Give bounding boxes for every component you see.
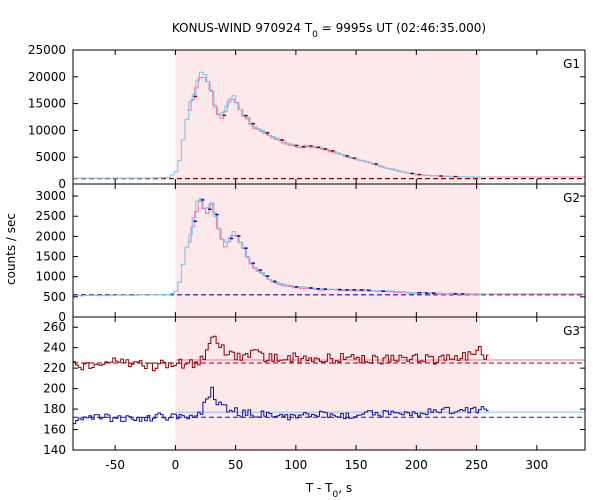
series-histogram-dark-red bbox=[73, 335, 489, 372]
x-tick-label: -50 bbox=[105, 458, 125, 472]
y-tick-label: 1500 bbox=[35, 250, 66, 264]
shaded-interval bbox=[175, 184, 481, 317]
panel-label: G3 bbox=[563, 324, 580, 338]
x-tick-label: 50 bbox=[228, 458, 243, 472]
x-tick-label: 0 bbox=[172, 458, 180, 472]
series-histogram-blue bbox=[73, 386, 489, 425]
y-tick-label: 2000 bbox=[35, 229, 66, 243]
y-tick-label: 5000 bbox=[35, 150, 66, 164]
y-tick-label: 200 bbox=[43, 382, 66, 396]
x-tick-label: 300 bbox=[525, 458, 548, 472]
x-tick-label: 150 bbox=[345, 458, 368, 472]
panel-label: G1 bbox=[563, 57, 580, 71]
y-tick-label: 0 bbox=[58, 177, 66, 191]
y-tick-label: 240 bbox=[43, 341, 66, 355]
y-axis-label: counts / sec bbox=[4, 213, 18, 285]
y-tick-label: 500 bbox=[43, 290, 66, 304]
y-tick-label: 180 bbox=[43, 402, 66, 416]
y-tick-label: 140 bbox=[43, 443, 66, 457]
y-tick-label: 10000 bbox=[28, 123, 66, 137]
panel-g3: 140 160 180 200 220 240 260 G3 bbox=[43, 316, 586, 457]
y-tick-label: 3000 bbox=[35, 189, 66, 203]
y-tick-label: 1000 bbox=[35, 270, 66, 284]
y-tick-label: 220 bbox=[43, 361, 66, 375]
shaded-interval bbox=[175, 50, 481, 184]
y-tick-label: 20000 bbox=[28, 70, 66, 84]
y-tick-label: 160 bbox=[43, 423, 66, 437]
y-tick-label: 15000 bbox=[28, 97, 66, 111]
panel-g2: 0 500 1000 1500 2000 2500 3000 G2 bbox=[35, 183, 586, 324]
y-tick-label: 2500 bbox=[35, 209, 66, 223]
panel-g1: 0 5000 10000 15000 20000 25000 G1 bbox=[28, 43, 586, 191]
panel-frame bbox=[72, 316, 586, 451]
x-axis-label: T - T0, s bbox=[305, 481, 352, 500]
panel-label: G2 bbox=[563, 191, 580, 205]
y-tick-label: 25000 bbox=[28, 43, 66, 57]
chart-title: KONUS-WIND 970924 T0 = 9995s UT (02:46:3… bbox=[172, 21, 486, 40]
x-tick-label: 200 bbox=[405, 458, 428, 472]
shaded-interval bbox=[175, 317, 481, 450]
x-tick-label: 100 bbox=[284, 458, 307, 472]
y-tick-label: 0 bbox=[58, 310, 66, 324]
x-tick-label: 250 bbox=[465, 458, 488, 472]
y-tick-label: 260 bbox=[43, 320, 66, 334]
counts-histogram bbox=[73, 198, 489, 297]
panels-group: 0500010000150002000025000G10500100015002… bbox=[28, 43, 586, 472]
